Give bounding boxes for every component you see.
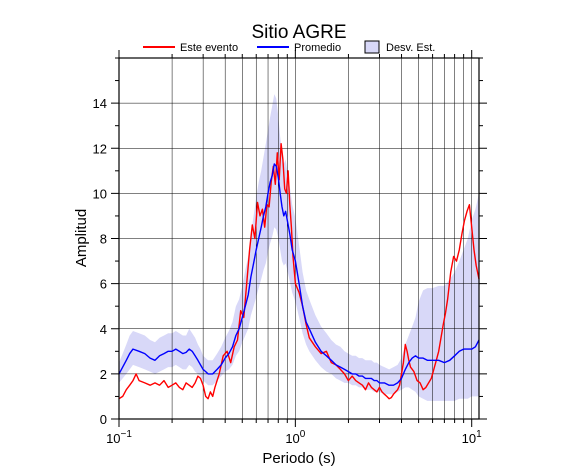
legend-swatch — [364, 40, 380, 54]
y-tick-label: 6 — [100, 277, 107, 292]
plot-area: 0 2 4 6 8 10 12 14 10−1 100 101 — [93, 50, 487, 446]
legend-label: Promedio — [294, 42, 341, 54]
y-tick-label: 14 — [93, 96, 107, 111]
y-tick-label: 8 — [100, 232, 107, 247]
x-tick-label: 100 — [285, 429, 305, 446]
legend-label: Este evento — [180, 42, 238, 54]
x-axis-label: Periodo (s) — [262, 450, 335, 467]
x-tick-label: 10−1 — [106, 429, 132, 446]
std-dev-band — [119, 94, 479, 401]
y-tick-label: 12 — [93, 141, 107, 156]
y-tick-label: 0 — [100, 412, 107, 427]
x-tick-label: 101 — [462, 429, 482, 446]
y-axis-label: Amplitud — [73, 209, 90, 267]
y-tick-label: 4 — [100, 322, 107, 337]
series-line-promedio — [118, 163, 480, 386]
legend: Este evento Promedio Desv. Est. — [143, 40, 435, 54]
chart-title: Sitio AGRE — [251, 22, 346, 43]
y-tick-label: 2 — [100, 367, 107, 382]
legend-label: Desv. Est. — [386, 42, 435, 54]
y-tick-label: 10 — [93, 186, 107, 201]
